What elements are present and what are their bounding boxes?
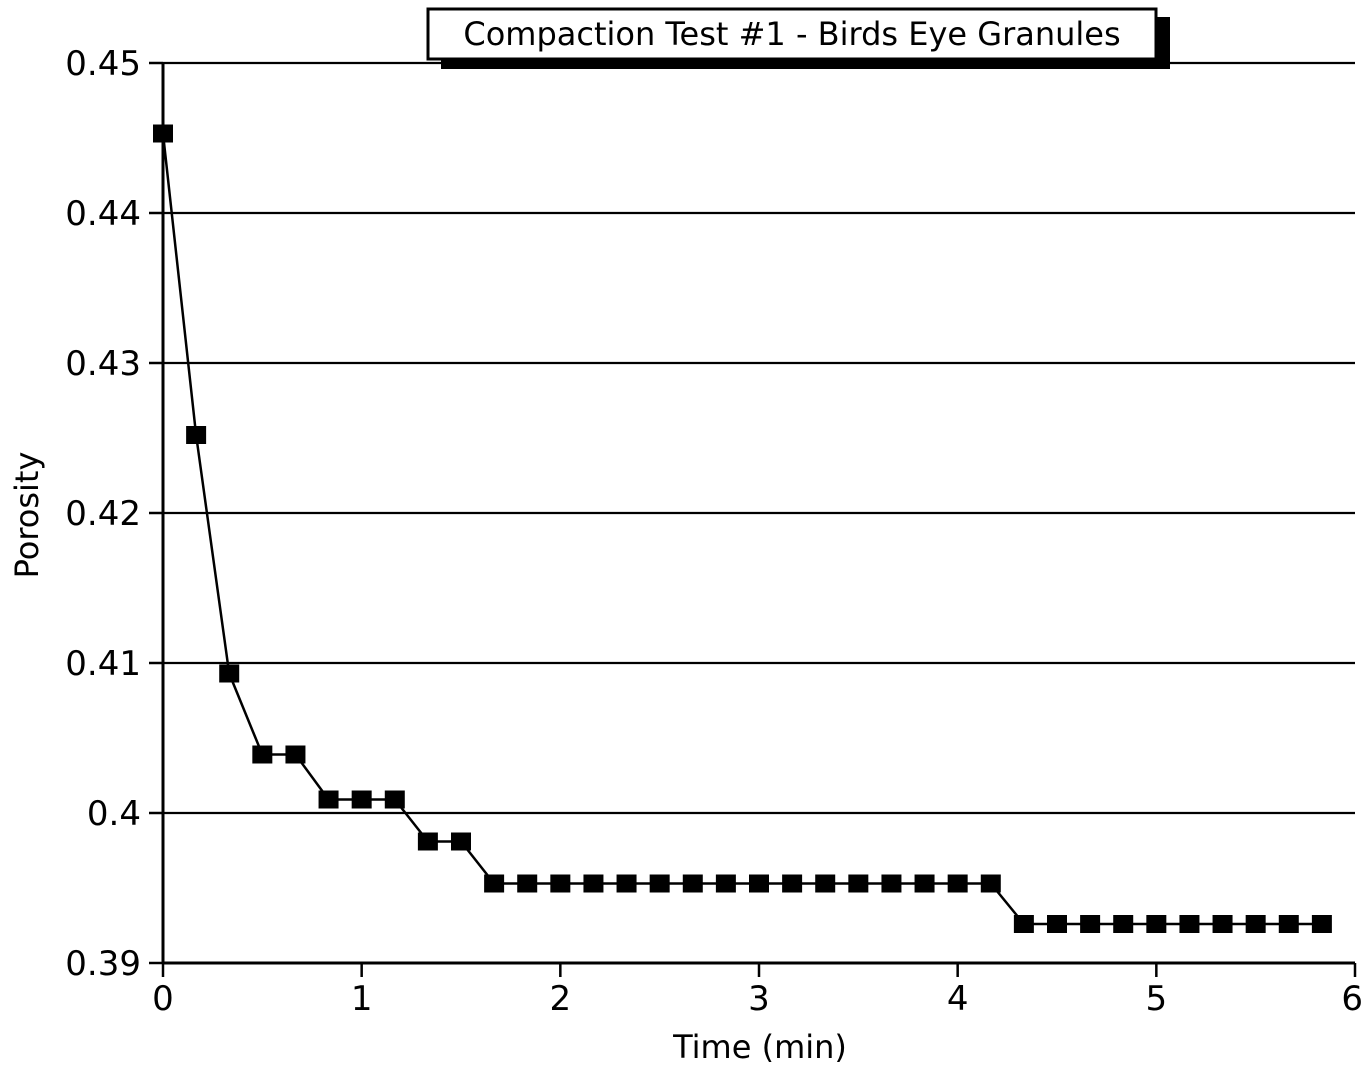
y-tick-label: 0.44 [65,194,141,234]
data-point [749,874,769,893]
data-point [914,874,935,893]
data-point [649,874,670,893]
data-point [517,874,538,893]
data-point [682,874,703,893]
data-point [1311,915,1332,933]
y-tick-label: 0.45 [65,44,141,84]
data-point [583,874,604,893]
data-point [285,745,306,764]
data-point [1047,915,1067,933]
data-series [153,124,1332,933]
data-point [417,832,438,851]
data-point [384,790,405,809]
data-point [186,426,207,444]
data-point [1278,915,1299,933]
x-tick-label: 4 [947,979,969,1019]
data-point [1212,915,1233,933]
data-point [318,790,339,809]
tick-labels: 0.39 0.4 0.41 0.42 0.43 0.44 0.45 0 1 2 3 4 5 6 [65,44,1363,1019]
x-tick-label: 5 [1146,979,1168,1019]
data-point [351,790,372,809]
data-point [1080,915,1101,933]
data-point [715,874,736,893]
data-point [1113,915,1134,933]
data-point [782,874,803,893]
data-point [1146,915,1167,933]
y-axis-label: Porosity [8,452,46,579]
title-box-frame [426,7,1158,61]
x-tick-label: 2 [550,979,572,1019]
data-point [616,874,637,893]
y-tick-label: 0.4 [87,794,141,834]
data-point [980,874,1001,893]
data-point [219,664,240,683]
data-point [153,124,173,143]
x-tick-label: 1 [351,979,373,1019]
data-point [1245,915,1266,933]
data-point [451,832,471,851]
data-point [484,874,505,893]
axes [149,61,1357,977]
x-tick-label: 3 [748,979,770,1019]
chart-title: Compaction Test #1 - Birds Eye Granules [463,15,1120,53]
y-tick-label: 0.39 [65,944,141,984]
y-tick-label: 0.43 [65,344,141,384]
y-tick-label: 0.41 [65,644,141,684]
data-point [550,874,571,893]
data-point [1179,915,1200,933]
grid-lines [163,61,1355,965]
data-point [1013,915,1034,933]
data-point [848,874,869,893]
x-tick-label: 0 [152,979,174,1019]
chart-title-box: Compaction Test #1 - Birds Eye Granules [426,7,1170,69]
data-point [815,874,836,893]
x-tick-label: 6 [1341,979,1363,1019]
data-point [252,745,273,764]
data-point [881,874,902,893]
data-point [947,874,968,893]
x-axis-label: Time (min) [672,1028,847,1066]
y-tick-label: 0.42 [65,494,141,534]
